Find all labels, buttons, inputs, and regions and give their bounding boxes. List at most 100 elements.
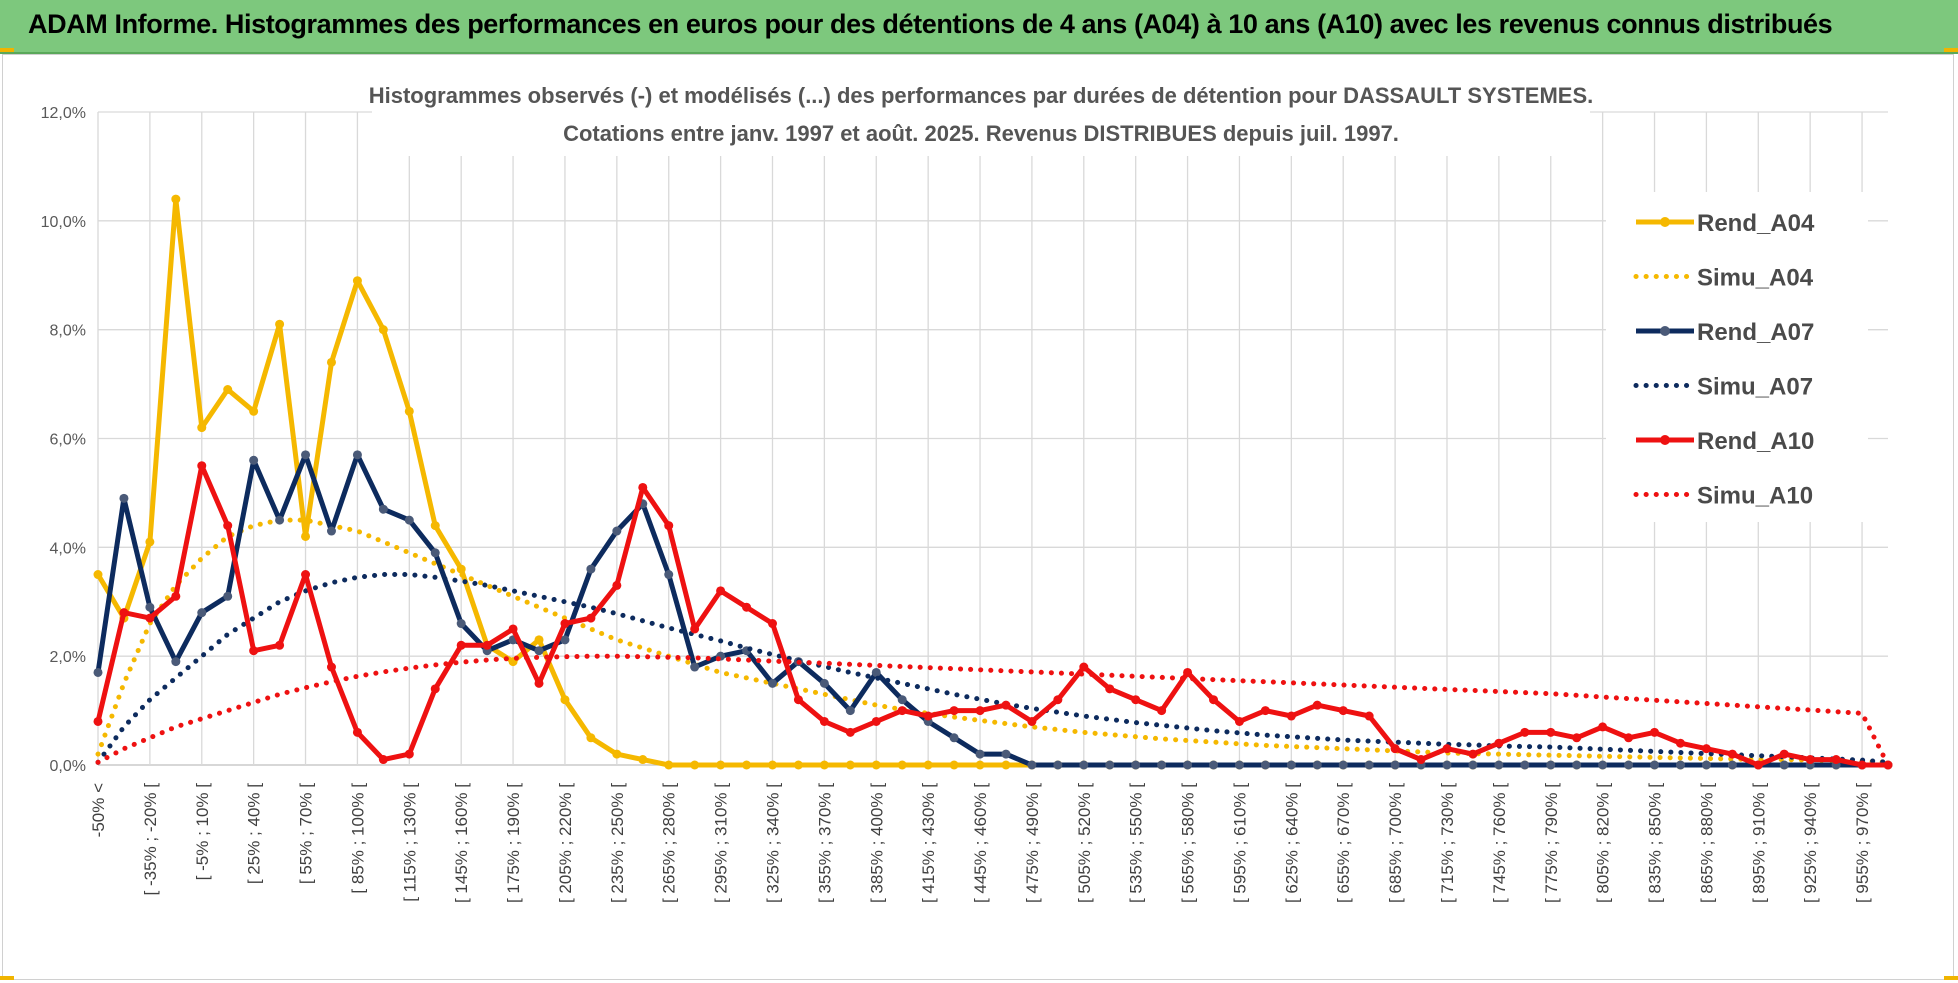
data-point-rend-a07 [560, 635, 570, 645]
data-point-rend-a04 [171, 194, 181, 204]
data-point-rend-a07 [1442, 760, 1452, 770]
data-point-rend-a10 [1701, 744, 1711, 754]
data-point-rend-a10 [1001, 700, 1011, 710]
x-tick-label: [ 955% ; 970% [ [1853, 783, 1872, 903]
data-point-rend-a10 [793, 695, 803, 705]
data-point-rend-a10 [975, 706, 985, 716]
data-point-rend-a10 [1598, 722, 1608, 732]
data-point-rend-a07 [1053, 760, 1063, 770]
x-tick-label: [ 265% ; 280% [ [660, 783, 679, 903]
data-point-rend-a04 [975, 760, 985, 770]
data-point-rend-a07 [1650, 760, 1660, 770]
legend-label-rend-a04: Rend_A04 [1697, 210, 1815, 237]
chart-legend: Rend_A04 Simu_A04 Rend_A07 Simu_A07 Rend_A10… [1606, 192, 1868, 522]
data-point-rend-a10 [742, 602, 752, 612]
x-tick-label: [ -5% ; 10% [ [193, 783, 212, 881]
x-tick-label: [ 295% ; 310% [ [712, 783, 731, 903]
data-point-rend-a04 [534, 635, 544, 645]
data-point-rend-a04 [301, 531, 311, 541]
data-point-rend-a04 [767, 760, 777, 770]
chart-titles: Histogrammes observés (-) et modélisés (… [369, 74, 1594, 156]
data-point-rend-a10 [326, 662, 336, 672]
data-point-rend-a04 [560, 695, 570, 705]
x-tick-label: [ 715% ; 730% [ [1438, 783, 1457, 903]
data-point-rend-a07 [664, 570, 674, 580]
data-point-rend-a10 [1105, 684, 1115, 694]
x-tick-label: [ 85% ; 100% [ [348, 783, 367, 894]
data-point-rend-a10 [1027, 716, 1037, 726]
data-point-rend-a07 [326, 526, 336, 536]
y-tick-label: 4,0% [50, 540, 86, 557]
report-title: ADAM Informe. Histogrammes des performan… [28, 9, 1833, 39]
data-point-rend-a07 [1338, 760, 1348, 770]
data-point-rend-a07 [690, 662, 700, 672]
data-point-rend-a04 [1001, 760, 1011, 770]
data-point-rend-a04 [145, 537, 155, 547]
data-point-rend-a07 [612, 526, 622, 536]
y-tick-label: 8,0% [50, 323, 86, 340]
x-tick-label: -50% < [89, 783, 108, 837]
data-point-rend-a07 [897, 695, 907, 705]
data-point-rend-a07 [534, 646, 544, 656]
legend-marker-rend-a04 [1660, 217, 1670, 227]
data-point-rend-a04 [871, 760, 881, 770]
data-point-rend-a07 [871, 667, 881, 677]
y-tick-label: 6,0% [50, 432, 86, 449]
data-point-rend-a10 [819, 716, 829, 726]
data-point-rend-a10 [1234, 716, 1244, 726]
data-point-rend-a07 [1001, 749, 1011, 759]
data-point-rend-a07 [223, 591, 233, 601]
data-point-rend-a10 [1364, 711, 1374, 721]
data-point-rend-a07 [1546, 760, 1556, 770]
data-point-rend-a10 [1416, 755, 1426, 765]
data-point-rend-a10 [1468, 749, 1478, 759]
data-point-rend-a07 [1727, 760, 1737, 770]
data-point-rend-a10 [1727, 749, 1737, 759]
data-point-rend-a07 [1494, 760, 1504, 770]
data-point-rend-a07 [1157, 760, 1167, 770]
data-point-rend-a10 [612, 580, 622, 590]
data-point-rend-a04 [456, 564, 466, 574]
y-tick-label: 2,0% [50, 649, 86, 666]
data-point-rend-a10 [1079, 662, 1089, 672]
data-point-rend-a07 [456, 619, 466, 629]
data-point-rend-a04 [742, 760, 752, 770]
x-tick-label: [ 535% ; 550% [ [1127, 783, 1146, 903]
x-tick-label: [ 55% ; 70% [ [297, 783, 316, 884]
data-point-rend-a10 [197, 461, 207, 471]
data-point-rend-a07 [1701, 760, 1711, 770]
data-point-rend-a10 [1624, 733, 1634, 743]
data-point-rend-a10 [119, 608, 129, 618]
y-axis: 0,0% 2,0% 4,0% 6,0% 8,0% 10,0% 12,0% [41, 105, 86, 775]
data-point-rend-a10 [352, 727, 362, 737]
series-line-rend-a07 [95, 452, 1888, 768]
x-tick-label: [ 385% ; 400% [ [867, 783, 886, 903]
data-point-rend-a10 [1157, 706, 1167, 716]
x-tick-label: [ 415% ; 430% [ [919, 783, 938, 903]
data-point-rend-a04 [690, 760, 700, 770]
data-point-rend-a10 [275, 640, 285, 650]
data-point-rend-a10 [404, 749, 414, 759]
x-tick-label: [ 235% ; 250% [ [608, 783, 627, 903]
y-tick-label: 10,0% [41, 214, 86, 231]
x-tick-label: [ 925% ; 940% [ [1801, 783, 1820, 903]
x-tick-label: [ 865% ; 880% [ [1697, 783, 1716, 903]
data-point-rend-a10 [1260, 706, 1270, 716]
x-tick-label: [ 25% ; 40% [ [245, 783, 264, 884]
data-point-rend-a10 [949, 706, 959, 716]
chart-title: Histogrammes observés (-) et modélisés (… [369, 83, 1594, 108]
data-point-rend-a04 [716, 760, 726, 770]
data-point-rend-a04 [249, 406, 259, 416]
data-point-rend-a10 [1209, 695, 1219, 705]
data-point-rend-a07 [301, 450, 311, 460]
data-point-rend-a07 [145, 602, 155, 612]
x-tick-label: [ -35% ; -20% [ [141, 783, 160, 896]
data-point-rend-a07 [249, 455, 259, 465]
data-point-rend-a04 [793, 760, 803, 770]
data-point-rend-a10 [534, 678, 544, 688]
data-point-rend-a10 [1286, 711, 1296, 721]
data-point-rend-a10 [1753, 760, 1763, 770]
data-point-rend-a07 [404, 515, 414, 525]
data-point-rend-a10 [145, 613, 155, 623]
data-point-rend-a07 [352, 450, 362, 460]
